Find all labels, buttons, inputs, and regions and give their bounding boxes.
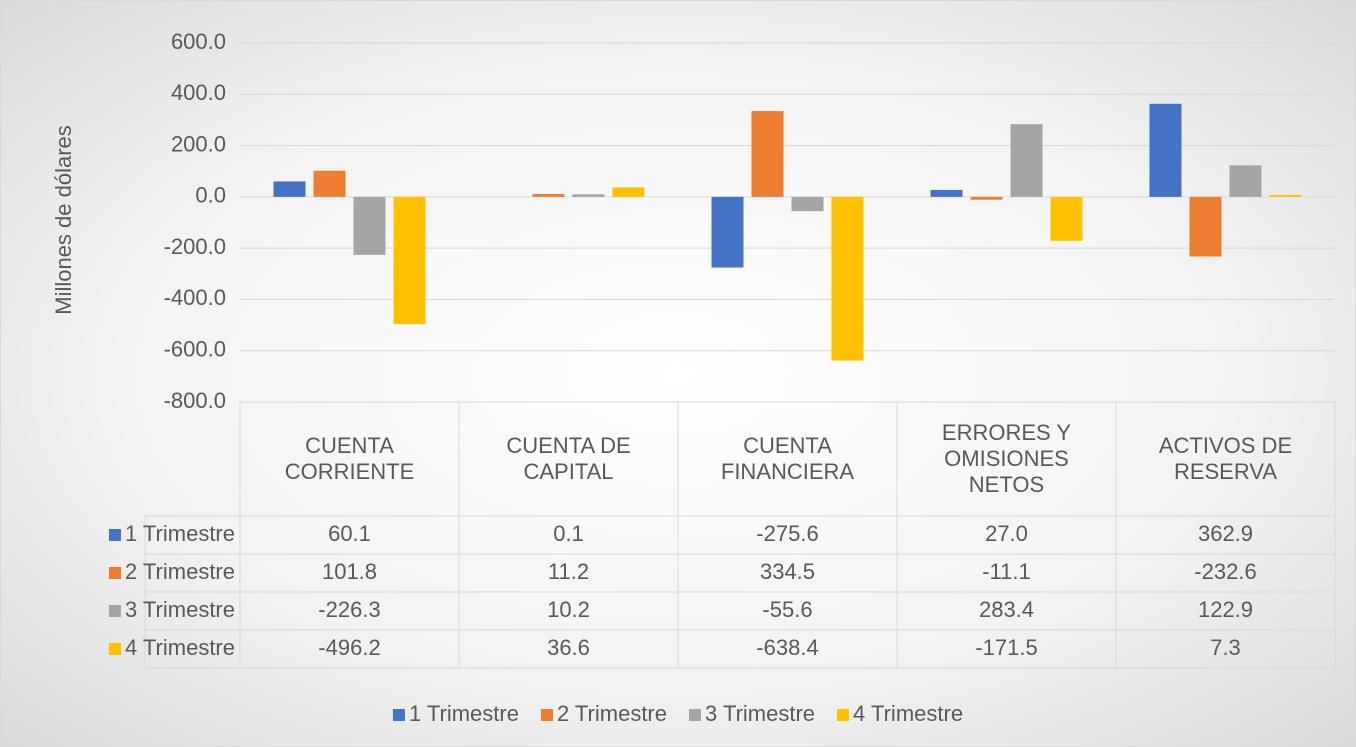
legend-key xyxy=(837,709,850,721)
y-axis-title: Millones de dólares xyxy=(51,125,76,315)
legend-label: 1 Trimestre xyxy=(409,701,519,726)
legend-label: 2 Trimestre xyxy=(557,701,667,726)
bar xyxy=(1149,103,1182,197)
category-text: CUENTA FINANCIERA xyxy=(720,433,855,484)
table-value: 7.3 xyxy=(1210,635,1241,660)
row-legend-key xyxy=(108,643,121,655)
table-value: -226.3 xyxy=(318,597,380,622)
table-value: 283.4 xyxy=(979,597,1034,622)
bar xyxy=(970,196,1003,200)
table-value: -638.4 xyxy=(756,635,818,660)
legend-key xyxy=(540,709,553,721)
bar xyxy=(1050,196,1083,241)
category-cell: CUENTA DE CAPITAL xyxy=(459,402,678,516)
bar xyxy=(1189,196,1222,257)
category-cell: CUENTA CORRIENTE xyxy=(240,402,459,516)
y-tick-label: -200.0 xyxy=(164,234,226,259)
row-label: 2 Trimestre xyxy=(125,559,235,584)
bar xyxy=(532,193,565,197)
bar xyxy=(393,196,426,325)
category-text: CUENTA CORRIENTE xyxy=(284,433,415,484)
table-value: -232.6 xyxy=(1194,559,1256,584)
bar xyxy=(930,189,963,197)
category-label: CUENTA DE CAPITAL xyxy=(459,402,678,516)
category-text: ACTIVOS DE RESERVA xyxy=(1158,433,1293,484)
table-value: 334.5 xyxy=(760,559,815,584)
bar xyxy=(711,196,744,268)
bar xyxy=(831,196,864,361)
y-tick-label: 0.0 xyxy=(195,183,226,208)
row-legend-key xyxy=(108,529,121,541)
bar xyxy=(751,111,784,197)
bar xyxy=(353,196,386,255)
table-value: 27.0 xyxy=(985,521,1028,546)
table-value: 11.2 xyxy=(548,559,589,584)
bar xyxy=(313,170,346,197)
table-value: -171.5 xyxy=(975,635,1037,660)
table-value: 0.1 xyxy=(553,521,584,546)
table-value: 36.6 xyxy=(547,635,590,660)
category-cell: CUENTA FINANCIERA xyxy=(678,402,897,516)
table-value: -55.6 xyxy=(762,597,812,622)
category-label: CUENTA CORRIENTE xyxy=(240,402,459,516)
bar xyxy=(572,194,605,197)
category-cell: ACTIVOS DE RESERVA xyxy=(1116,402,1335,516)
y-tick-label: 600.0 xyxy=(171,29,226,54)
table-value: 10.2 xyxy=(547,597,590,622)
category-text: ERRORES Y OMISIONES NETOS xyxy=(941,420,1072,497)
table-value: 101.8 xyxy=(322,559,377,584)
table-value: 122.9 xyxy=(1198,597,1253,622)
legend-label: 4 Trimestre xyxy=(853,701,963,726)
bar xyxy=(1229,165,1262,197)
table-value: -496.2 xyxy=(318,635,380,660)
category-label: CUENTA FINANCIERA xyxy=(678,402,897,516)
row-legend-key xyxy=(108,605,121,617)
y-tick-label: -600.0 xyxy=(164,337,226,362)
row-legend-key xyxy=(108,567,121,579)
category-text: CUENTA DE CAPITAL xyxy=(506,433,631,484)
legend-label: 3 Trimestre xyxy=(705,701,815,726)
table-value: 362.9 xyxy=(1198,521,1253,546)
table-value: -11.1 xyxy=(982,559,1031,584)
bar xyxy=(791,196,824,212)
legend-key xyxy=(392,709,405,721)
y-tick-label: -400.0 xyxy=(164,285,226,310)
bar xyxy=(612,187,645,197)
row-label: 1 Trimestre xyxy=(125,521,235,546)
legend-key xyxy=(689,709,701,721)
table-value: -275.6 xyxy=(756,521,818,546)
bar xyxy=(273,181,306,197)
y-tick-label: 200.0 xyxy=(171,131,226,156)
bar xyxy=(1010,124,1043,197)
row-label: 3 Trimestre xyxy=(125,597,235,622)
bar xyxy=(1269,194,1302,197)
y-tick-label: -800.0 xyxy=(164,388,226,413)
category-label: ACTIVOS DE RESERVA xyxy=(1116,402,1335,516)
category-label: ERRORES Y OMISIONES NETOS xyxy=(897,402,1116,516)
table-value: 60.1 xyxy=(328,521,371,546)
category-cell: ERRORES Y OMISIONES NETOS xyxy=(897,402,1116,516)
y-tick-label: 400.0 xyxy=(171,80,226,105)
row-label: 4 Trimestre xyxy=(125,635,235,660)
